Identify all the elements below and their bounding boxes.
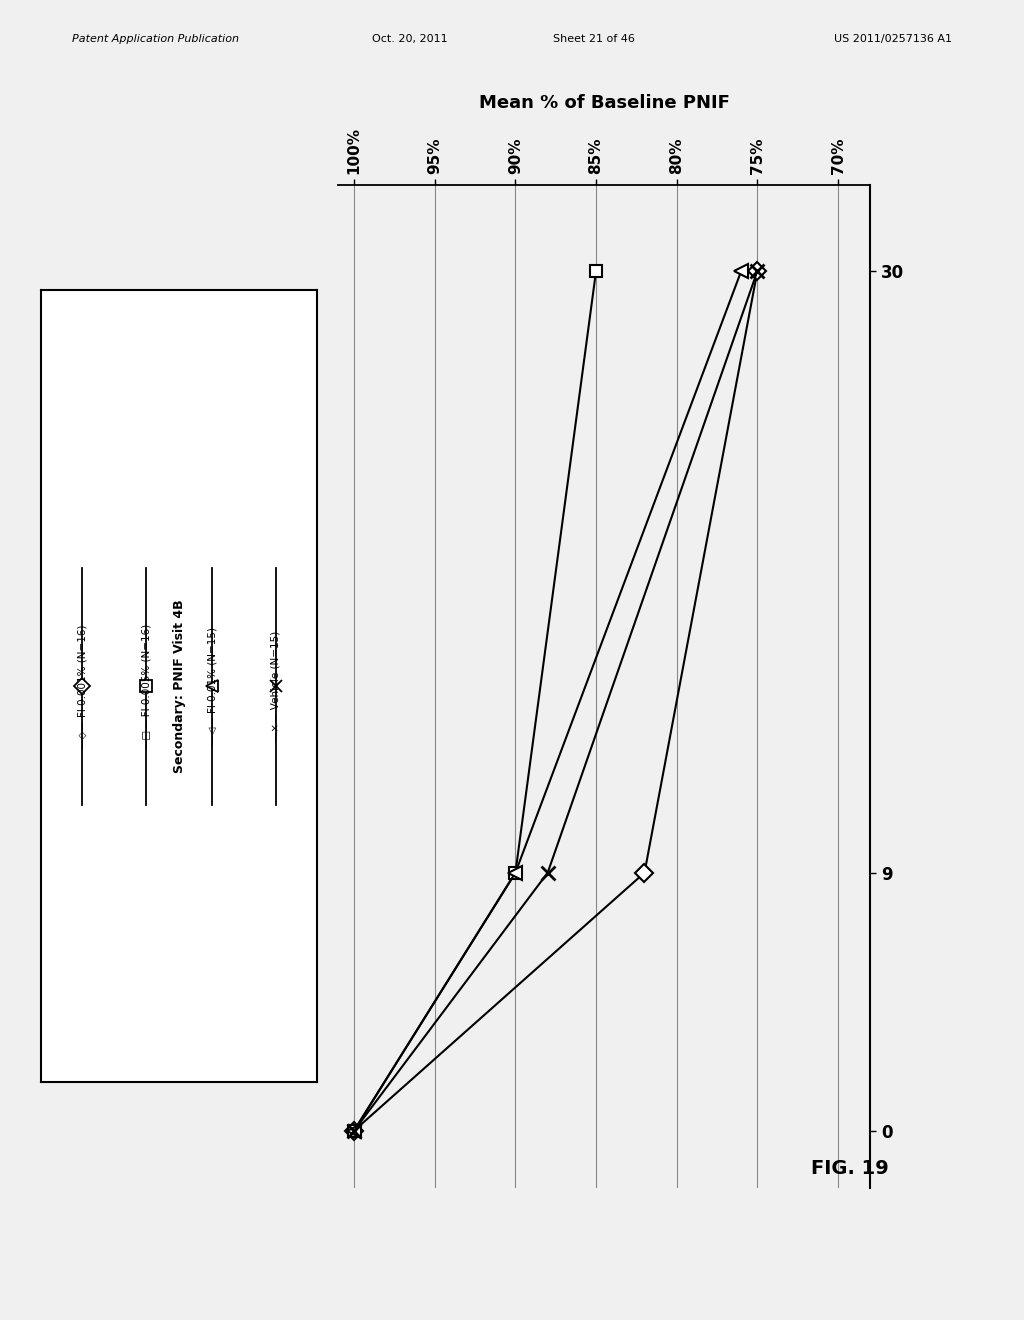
Text: —◁— FI 0.01% (N=15): —◁— FI 0.01% (N=15) xyxy=(208,627,217,746)
Text: —◇— FI 0.001% (N=16): —◇— FI 0.001% (N=16) xyxy=(78,624,87,748)
Text: Patent Application Publication: Patent Application Publication xyxy=(72,34,239,45)
Text: FIG. 19: FIG. 19 xyxy=(811,1159,889,1177)
Text: US 2011/0257136 A1: US 2011/0257136 A1 xyxy=(835,34,952,45)
Title: Mean % of Baseline PNIF: Mean % of Baseline PNIF xyxy=(479,95,729,112)
Text: Oct. 20, 2011: Oct. 20, 2011 xyxy=(372,34,447,45)
Text: —×— Vehicle (N=15): —×— Vehicle (N=15) xyxy=(271,631,281,742)
Text: —□— FI 0.005% (N=16): —□— FI 0.005% (N=16) xyxy=(141,623,151,750)
Text: Sheet 21 of 46: Sheet 21 of 46 xyxy=(553,34,635,45)
Text: Secondary: PNIF Visit 4B: Secondary: PNIF Visit 4B xyxy=(173,599,185,774)
